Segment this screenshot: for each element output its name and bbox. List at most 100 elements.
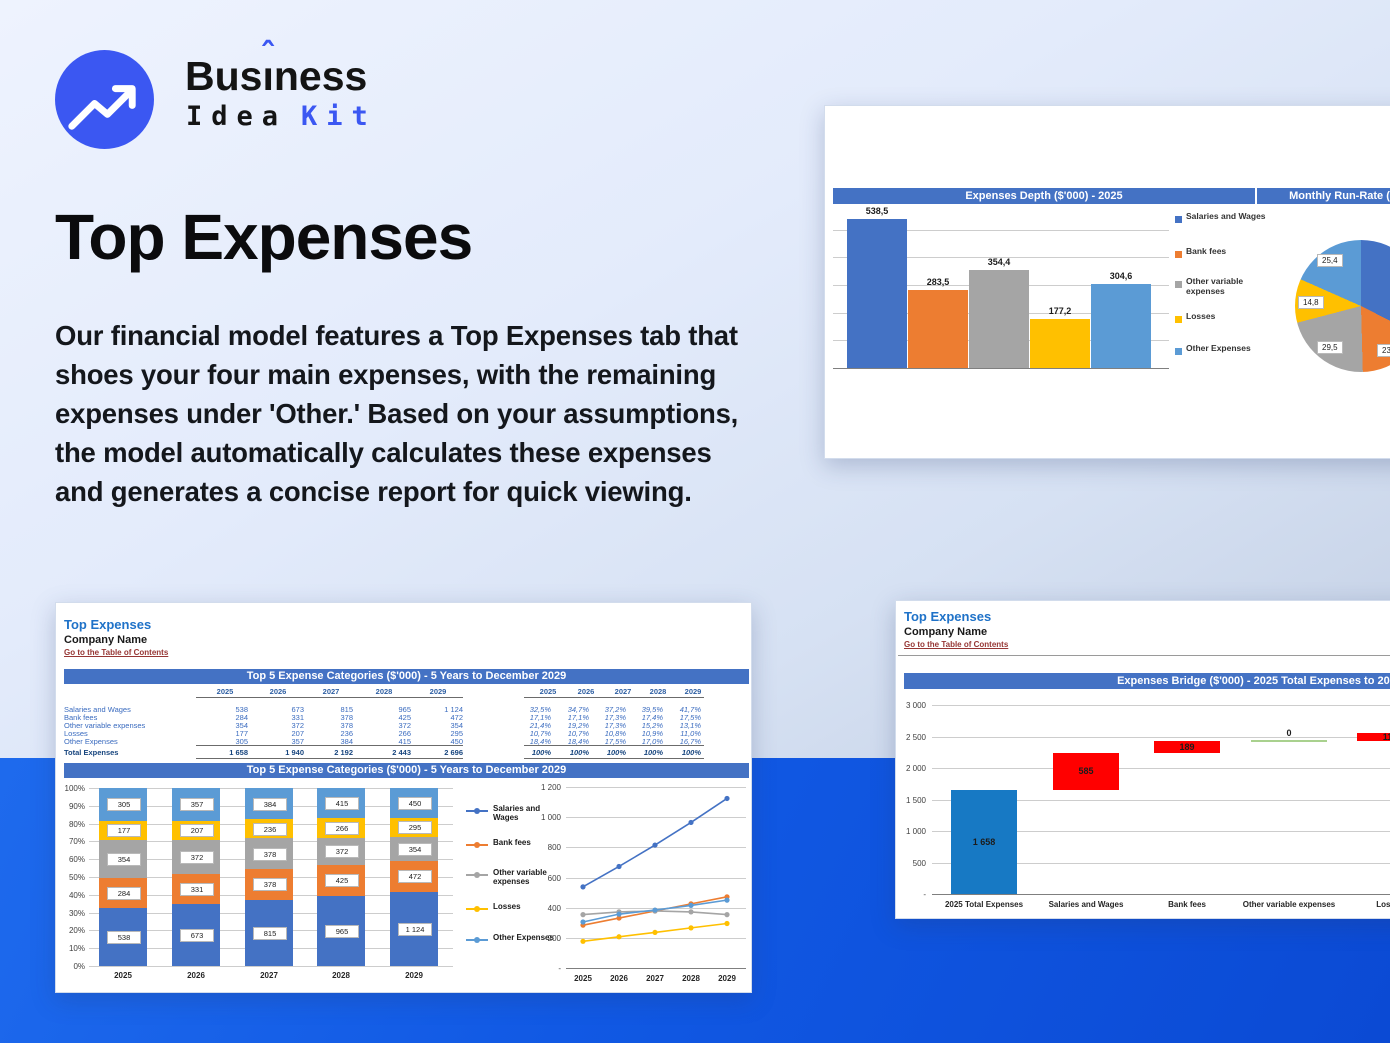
gridline [566, 937, 746, 939]
total-percent: 100% [531, 748, 551, 757]
cell-percent: 17,5% [604, 737, 626, 746]
cell-value: 284 [235, 713, 248, 722]
pie-data-label: 29,5 [1317, 341, 1343, 354]
y-tick-label: 500 [912, 858, 926, 868]
sheet-title: Top Expenses [904, 609, 992, 624]
table-of-contents-link[interactable]: Go to the Table of Contents [904, 640, 1009, 649]
y-tick-label: 90% [68, 801, 85, 811]
brand-name-line2: Idea Kit [186, 101, 377, 132]
y-tick-label: 40% [68, 890, 85, 900]
total-topline [196, 745, 463, 746]
segment-data-label: 236 [253, 822, 287, 836]
data-label: 1 658 [972, 836, 996, 847]
cell-percent: 13,1% [679, 721, 701, 730]
x-axis-label: 2027 [646, 974, 664, 983]
waterfall-chart-title: Expenses Bridge ($'000) - 2025 Total Exp… [904, 673, 1390, 689]
total-percent: 100% [681, 748, 701, 757]
cell-value: 295 [450, 729, 463, 738]
y-tick-label: 400 [547, 903, 561, 913]
x-axis-label: 2026 [187, 971, 205, 980]
data-label: 177,2 [1048, 305, 1072, 316]
gridline [566, 968, 746, 969]
legend-marker [474, 808, 480, 814]
cell-value: 266 [398, 729, 411, 738]
segment-data-label: 425 [325, 874, 359, 888]
gridline [566, 817, 746, 819]
x-axis-label: 2025 [574, 974, 592, 983]
waterfall-bar [951, 789, 1017, 894]
table-year-header: 2029 [429, 687, 447, 696]
y-tick-label: 600 [547, 873, 561, 883]
table-year-header: 2029 [684, 687, 702, 696]
top5-expense-table: 2025 2025 2026 2026 2027 2027 2028 2028 2029 2029… [56, 603, 751, 763]
cell-percent: 39,5% [641, 705, 663, 714]
cell-percent: 10,7% [529, 729, 551, 738]
legend-label: Other Expenses [493, 933, 554, 942]
row-label: Other Expenses [64, 737, 118, 746]
x-axis-label: 2027 [260, 971, 278, 980]
top5-chart-legend: Salaries and Wages Bank fees Other variabl… [56, 603, 751, 992]
data-label: 118 [1382, 732, 1390, 743]
cell-percent: 32,5% [529, 705, 551, 714]
x-axis-label: 2028 [682, 974, 700, 983]
legend-label: Losses [1186, 311, 1216, 321]
y-tick-label: 1 200 [540, 783, 561, 792]
gridline [932, 831, 1390, 832]
x-axis-label: Other variable expenses [1242, 900, 1336, 909]
total-topline [524, 745, 704, 746]
gridline [566, 847, 746, 849]
segment-data-label: 354 [398, 842, 432, 856]
y-tick-label: 70% [68, 837, 85, 847]
screenshot-expenses-bridge-card: Top Expenses Company Name Go to the Tabl… [895, 600, 1390, 919]
cell-value: 384 [340, 737, 353, 746]
y-tick-label: 1 000 [905, 827, 926, 836]
x-axis-label: Bank fees [1168, 900, 1206, 909]
gridline [833, 257, 1169, 259]
accent-circumflex: ˆ [259, 36, 277, 76]
cell-value: 415 [398, 737, 411, 746]
x-axis-label: 2029 [405, 971, 423, 980]
cell-value: 354 [235, 721, 248, 730]
segment-data-label: 354 [107, 852, 141, 866]
expenses-depth-bar-chart: 538,5 283,5 354,4 177,2 304,6 Salaries and Wa… [825, 106, 1390, 458]
cell-percent: 17,1% [529, 713, 551, 722]
cell-percent: 17,5% [679, 713, 701, 722]
y-tick-label: 0% [73, 962, 85, 971]
row-label: Salaries and Wages [64, 705, 131, 714]
legend-label: Salaries and Wages [1186, 211, 1266, 221]
cell-value: 1 124 [444, 705, 463, 714]
waterfall-bar [1357, 733, 1390, 741]
segment-data-label: 207 [180, 824, 214, 838]
header-underline [196, 697, 463, 698]
legend-label: Bank fees [493, 838, 531, 847]
segment-data-label: 673 [180, 929, 214, 943]
cell-percent: 17,3% [604, 713, 626, 722]
total-value: 2 192 [334, 748, 353, 757]
x-axis [833, 368, 1169, 369]
cell-value: 236 [340, 729, 353, 738]
segment-data-label: 266 [325, 821, 359, 835]
row-label: Losses [64, 729, 88, 738]
cell-percent: 16,7% [679, 737, 701, 746]
y-tick-label: 1 000 [540, 813, 561, 823]
total-value: 1 940 [285, 748, 304, 757]
cell-percent: 19,2% [567, 721, 589, 730]
gridline [932, 768, 1390, 769]
cell-value: 538 [235, 705, 248, 714]
cell-percent: 10,9% [641, 729, 663, 738]
segment-data-label: 450 [398, 796, 432, 810]
segment-data-label: 357 [180, 798, 214, 812]
y-tick-label: 200 [547, 933, 561, 943]
company-name: Company Name [64, 634, 148, 646]
header-underline [524, 697, 704, 698]
cell-value: 378 [340, 721, 353, 730]
gridline [932, 736, 1390, 738]
y-tick-label: 2 000 [905, 764, 926, 773]
table-of-contents-link[interactable]: Go to the Table of Contents [64, 648, 169, 657]
gridline [566, 907, 746, 909]
table-year-header: 2028 [375, 687, 393, 696]
row-label: Other variable expenses [64, 721, 146, 730]
segment-data-label: 1 124 [398, 922, 432, 936]
cell-value: 673 [291, 705, 304, 714]
y-tick-label: 80% [68, 819, 85, 829]
